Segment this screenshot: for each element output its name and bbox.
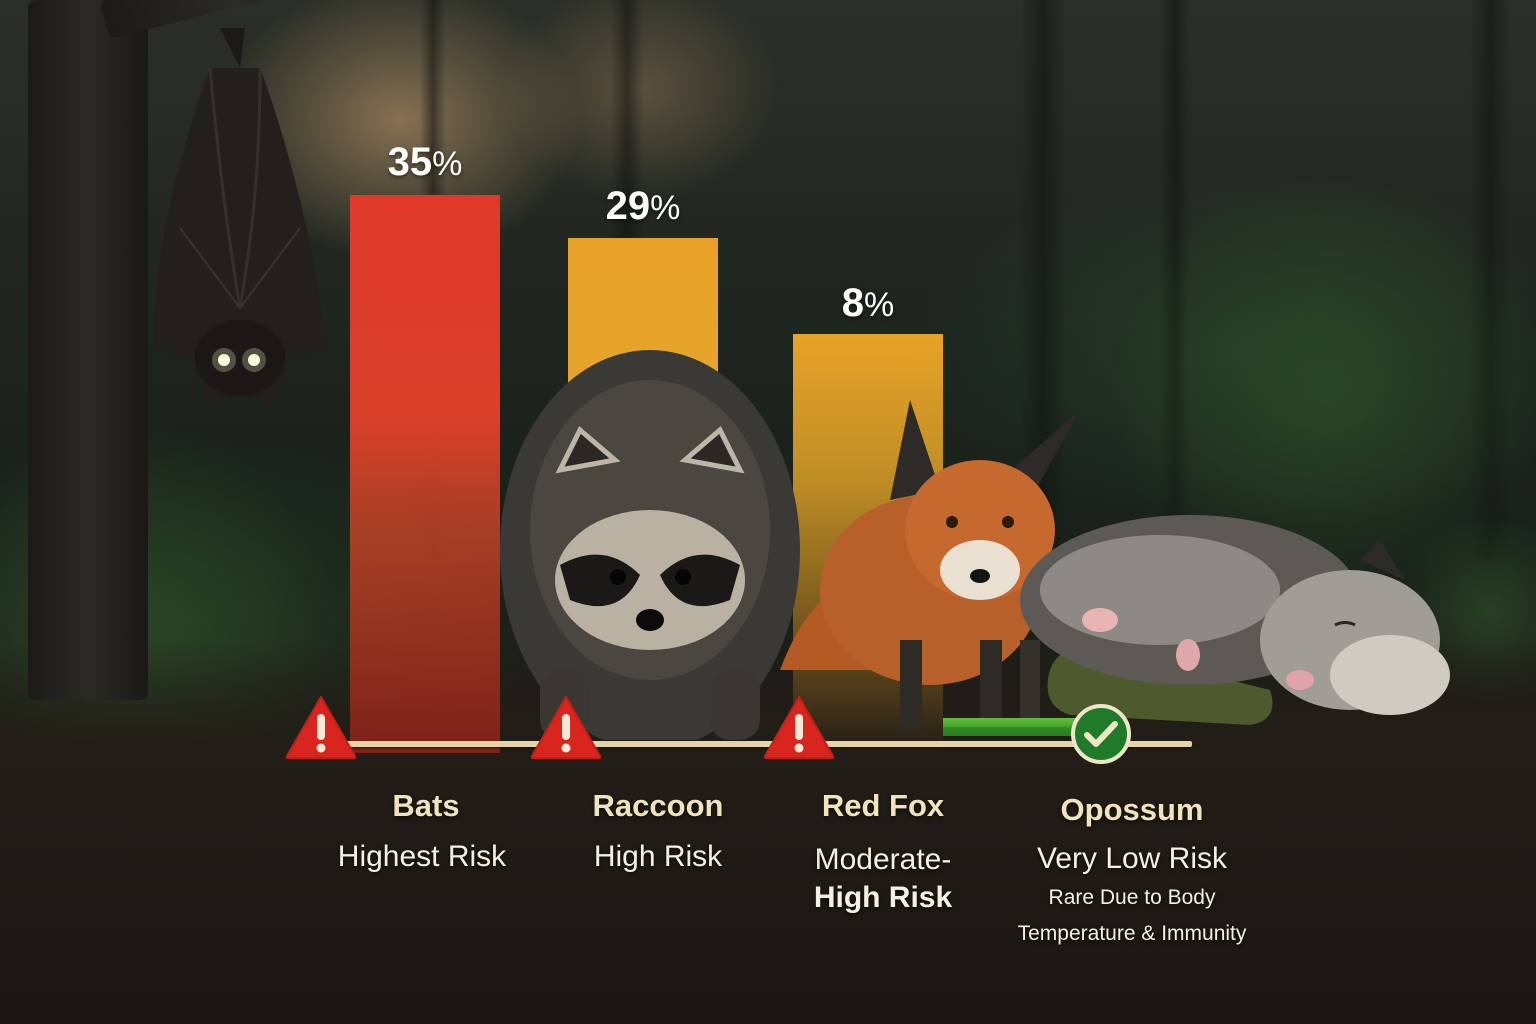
risk-level: Highest Risk <box>337 840 507 873</box>
warning-icon <box>530 696 602 759</box>
animal-name: Opossum <box>1060 792 1204 827</box>
animal-name: Raccoon <box>592 788 724 823</box>
category-label-raccoon: Raccoon High Risk <box>558 788 758 874</box>
risk-level: High Risk <box>593 840 723 873</box>
animal-name: Red Fox <box>821 788 945 823</box>
value-label-bats: 35% <box>387 140 463 184</box>
tree-trunk <box>28 0 148 700</box>
forest-floor <box>0 640 1536 1024</box>
opossum-illustration <box>1020 515 1450 725</box>
category-label-red-fox: Red Fox Moderate- High Risk <box>783 788 983 916</box>
raccoon-illustration <box>500 350 800 740</box>
category-label-bats: Bats Highest Risk <box>326 788 526 874</box>
warning-icon <box>763 696 835 759</box>
risk-level: Very Low Risk <box>1036 842 1228 875</box>
category-label-opossum: Opossum Very Low Risk Rare Due to Body T… <box>982 792 1282 952</box>
value-label-raccoon: 29% <box>605 184 681 228</box>
warning-icon <box>285 696 357 759</box>
chart-baseline <box>340 741 1192 747</box>
check-circle-icon <box>1071 704 1131 764</box>
value-label-red-fox: 8% <box>841 281 895 325</box>
risk-level-line1: Moderate- <box>814 843 952 876</box>
risk-level-line2: High Risk <box>813 881 953 914</box>
risk-note-line1: Rare Due to Body <box>1048 886 1216 909</box>
red-fox-illustration <box>780 400 1080 730</box>
bar-opossum <box>943 718 1083 736</box>
risk-note-line2: Temperature & Immunity <box>1017 922 1247 945</box>
bat-illustration <box>154 28 325 408</box>
animal-name: Bats <box>392 788 460 823</box>
bar-bats <box>350 195 500 753</box>
